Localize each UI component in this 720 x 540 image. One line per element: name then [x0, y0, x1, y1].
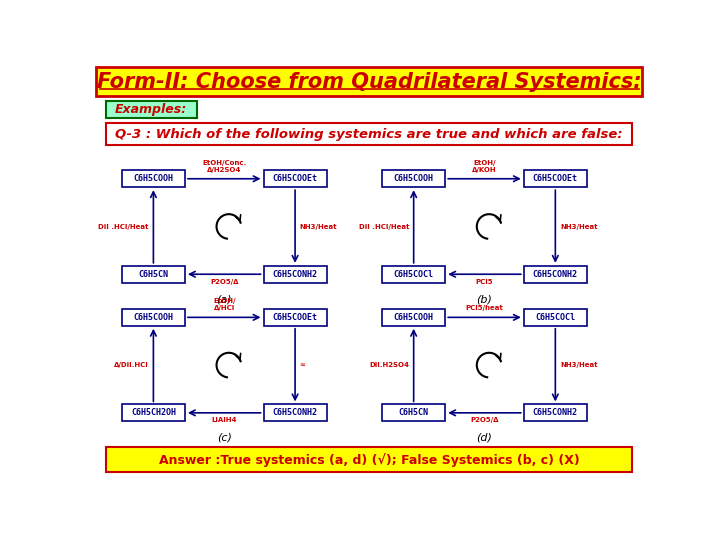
FancyBboxPatch shape	[106, 101, 197, 118]
FancyBboxPatch shape	[382, 266, 445, 283]
FancyBboxPatch shape	[122, 266, 185, 283]
Text: C6H5CN: C6H5CN	[399, 408, 428, 417]
FancyBboxPatch shape	[523, 404, 587, 421]
Text: PCl5/heat: PCl5/heat	[466, 305, 503, 311]
Text: C6H5COOEt: C6H5COOEt	[533, 174, 578, 183]
Text: C6H5CH2OH: C6H5CH2OH	[131, 408, 176, 417]
Text: C6H5COOEt: C6H5COOEt	[273, 174, 318, 183]
FancyBboxPatch shape	[264, 170, 327, 187]
Text: Answer :True systemics (a, d) (√); False Systemics (b, c) (X): Answer :True systemics (a, d) (√); False…	[158, 453, 580, 467]
Text: C6H5CN: C6H5CN	[138, 270, 168, 279]
Text: C6H5CONH2: C6H5CONH2	[533, 408, 578, 417]
Text: EtOH/
Δ/KOH: EtOH/ Δ/KOH	[472, 160, 497, 173]
Text: (b): (b)	[477, 294, 492, 304]
Text: ≈: ≈	[300, 362, 305, 368]
Text: C6H5CONH2: C6H5CONH2	[273, 408, 318, 417]
Text: C6H5COCl: C6H5COCl	[394, 270, 433, 279]
Text: NH3/Heat: NH3/Heat	[300, 224, 338, 230]
Text: P2O5/Δ: P2O5/Δ	[470, 417, 499, 423]
Text: C6H5COCl: C6H5COCl	[536, 313, 575, 322]
Text: C6H5COOH: C6H5COOH	[133, 313, 174, 322]
FancyBboxPatch shape	[264, 266, 327, 283]
Text: EtOH/Conc.
Δ/H2SO4: EtOH/Conc. Δ/H2SO4	[202, 160, 246, 173]
Text: C6H5COOH: C6H5COOH	[394, 174, 433, 183]
Text: Q-3 : Which of the following systemics are true and which are false:: Q-3 : Which of the following systemics a…	[115, 127, 623, 140]
Text: (d): (d)	[477, 433, 492, 443]
Text: EtOH/
Δ/HCl: EtOH/ Δ/HCl	[213, 298, 235, 311]
Text: C6H5COOH: C6H5COOH	[394, 313, 433, 322]
FancyBboxPatch shape	[96, 67, 642, 96]
Text: C6H5COOEt: C6H5COOEt	[273, 313, 318, 322]
FancyBboxPatch shape	[523, 309, 587, 326]
FancyBboxPatch shape	[122, 404, 185, 421]
FancyBboxPatch shape	[106, 123, 632, 145]
Text: Δ/Dil.HCl: Δ/Dil.HCl	[114, 362, 149, 368]
FancyBboxPatch shape	[382, 170, 445, 187]
FancyBboxPatch shape	[382, 309, 445, 326]
FancyBboxPatch shape	[523, 266, 587, 283]
Text: PCl5: PCl5	[476, 279, 493, 285]
Text: P2O5/Δ: P2O5/Δ	[210, 279, 238, 285]
FancyBboxPatch shape	[122, 309, 185, 326]
FancyBboxPatch shape	[382, 404, 445, 421]
FancyBboxPatch shape	[264, 404, 327, 421]
Text: Dil.H2SO4: Dil.H2SO4	[369, 362, 409, 368]
Text: LiAlH4: LiAlH4	[212, 417, 237, 423]
Text: Dil .HCl/Heat: Dil .HCl/Heat	[98, 224, 149, 230]
Text: Examples:: Examples:	[115, 103, 187, 116]
FancyBboxPatch shape	[122, 170, 185, 187]
FancyBboxPatch shape	[523, 170, 587, 187]
FancyBboxPatch shape	[106, 448, 632, 472]
Text: (a): (a)	[217, 294, 232, 304]
Text: Form-II: Choose from Quadrilateral Systemics:: Form-II: Choose from Quadrilateral Syste…	[96, 72, 642, 92]
FancyBboxPatch shape	[264, 309, 327, 326]
Text: C6H5CONH2: C6H5CONH2	[273, 270, 318, 279]
Text: C6H5CONH2: C6H5CONH2	[533, 270, 578, 279]
Text: C6H5COOH: C6H5COOH	[133, 174, 174, 183]
Text: NH3/Heat: NH3/Heat	[560, 362, 598, 368]
Text: Dil .HCl/Heat: Dil .HCl/Heat	[359, 224, 409, 230]
Text: NH3/Heat: NH3/Heat	[560, 224, 598, 230]
Text: (c): (c)	[217, 433, 232, 443]
